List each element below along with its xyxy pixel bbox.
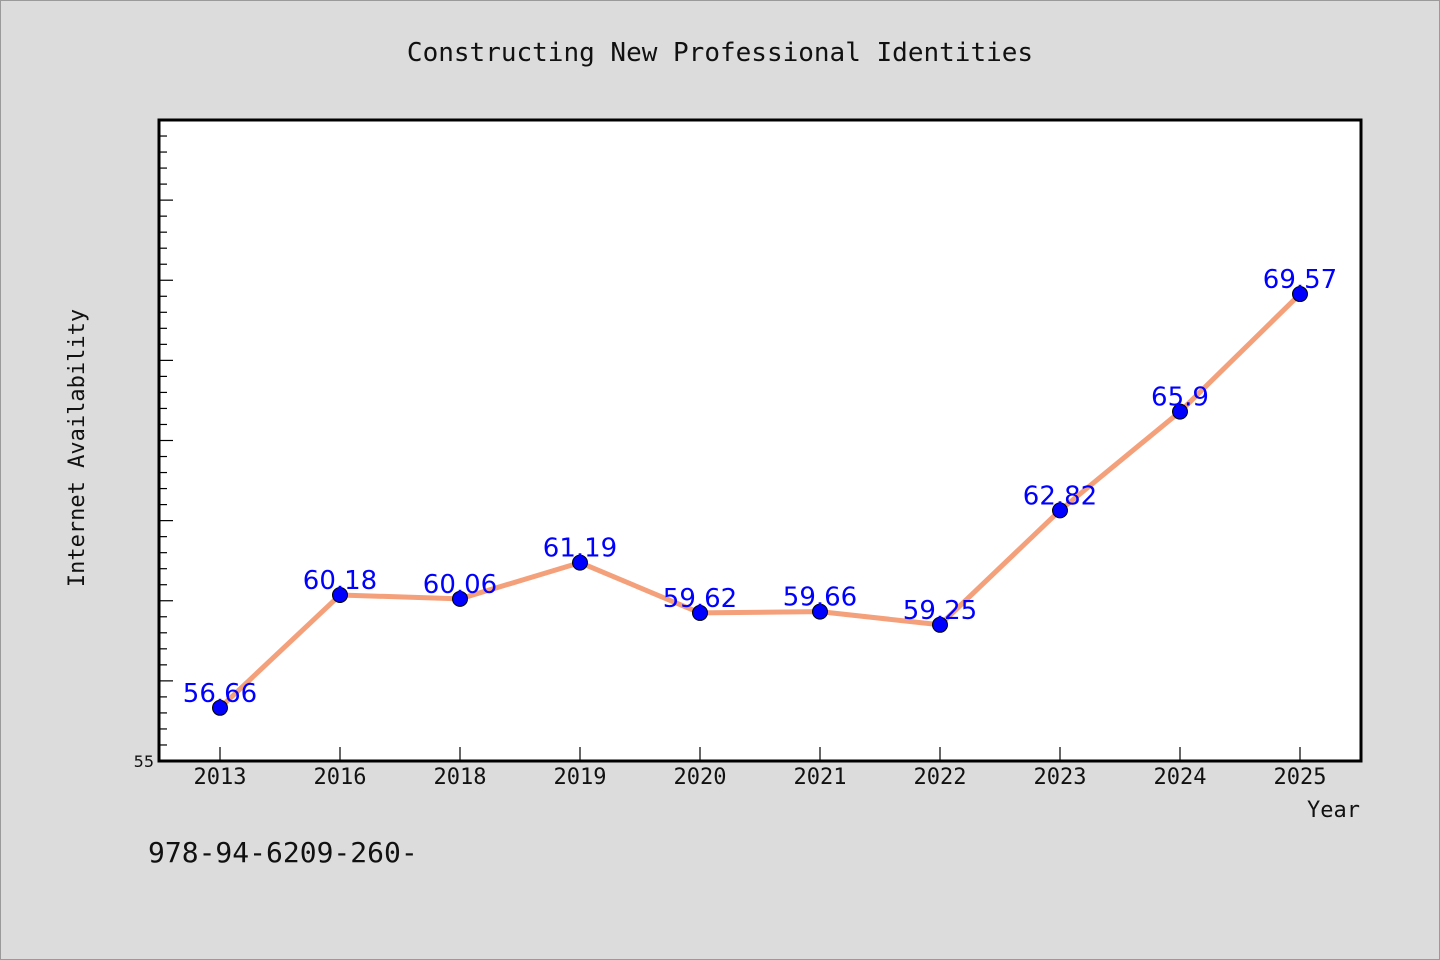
- data-point-marker: [212, 699, 228, 716]
- y-axis-label: Internet Availability: [65, 309, 90, 587]
- x-tick-label: 2020: [674, 765, 727, 790]
- data-point-marker: [452, 590, 468, 607]
- x-tick-label: 2024: [1154, 765, 1207, 790]
- series-line: [218, 292, 1302, 710]
- data-label: 59.25: [903, 596, 977, 626]
- x-axis-label: Year: [1307, 798, 1360, 823]
- y-tick-label: 55: [134, 752, 154, 771]
- data-point-marker: [1172, 403, 1188, 420]
- data-label: 62.82: [1023, 481, 1097, 511]
- series-markers: [212, 286, 1308, 716]
- data-label: 65.9: [1151, 383, 1209, 413]
- data-point-marker: [932, 616, 948, 633]
- data-point-marker: [332, 586, 348, 603]
- data-label: 56.66: [183, 679, 257, 709]
- data-point-marker: [1292, 286, 1308, 303]
- isbn-text: 978-94-6209-260-: [148, 836, 418, 869]
- data-label: 59.62: [663, 584, 737, 614]
- x-tick-label: 2022: [914, 765, 967, 790]
- x-tick-label: 2025: [1274, 765, 1327, 790]
- data-point-marker: [692, 604, 708, 621]
- chart-title: Constructing New Professional Identities: [407, 38, 1033, 68]
- x-tick-label: 2016: [314, 765, 367, 790]
- x-axis-ticks: 2013 2016 2018 2019 2020 2021 2022 2023 2024 2025: [194, 747, 1327, 790]
- data-labels: 56.66 60.18 60.06 61.19 59.62 59.66 59.25 62.82…: [183, 265, 1337, 709]
- data-label: 60.18: [303, 566, 377, 596]
- data-label: 69.57: [1263, 265, 1337, 295]
- data-point-marker: [1052, 502, 1068, 519]
- data-point-marker: [572, 554, 588, 571]
- x-tick-label: 2013: [194, 765, 247, 790]
- x-tick-label: 2019: [554, 765, 607, 790]
- data-point-marker: [812, 603, 828, 620]
- x-tick-label: 2018: [434, 765, 487, 790]
- plot-area: [157, 118, 1363, 763]
- data-label: 61.19: [543, 534, 617, 564]
- x-tick-label: 2021: [794, 765, 847, 790]
- data-label: 59.66: [783, 583, 857, 613]
- y-axis-ticks: 55: [134, 135, 173, 771]
- data-label: 60.06: [423, 570, 497, 600]
- x-tick-label: 2023: [1034, 765, 1087, 790]
